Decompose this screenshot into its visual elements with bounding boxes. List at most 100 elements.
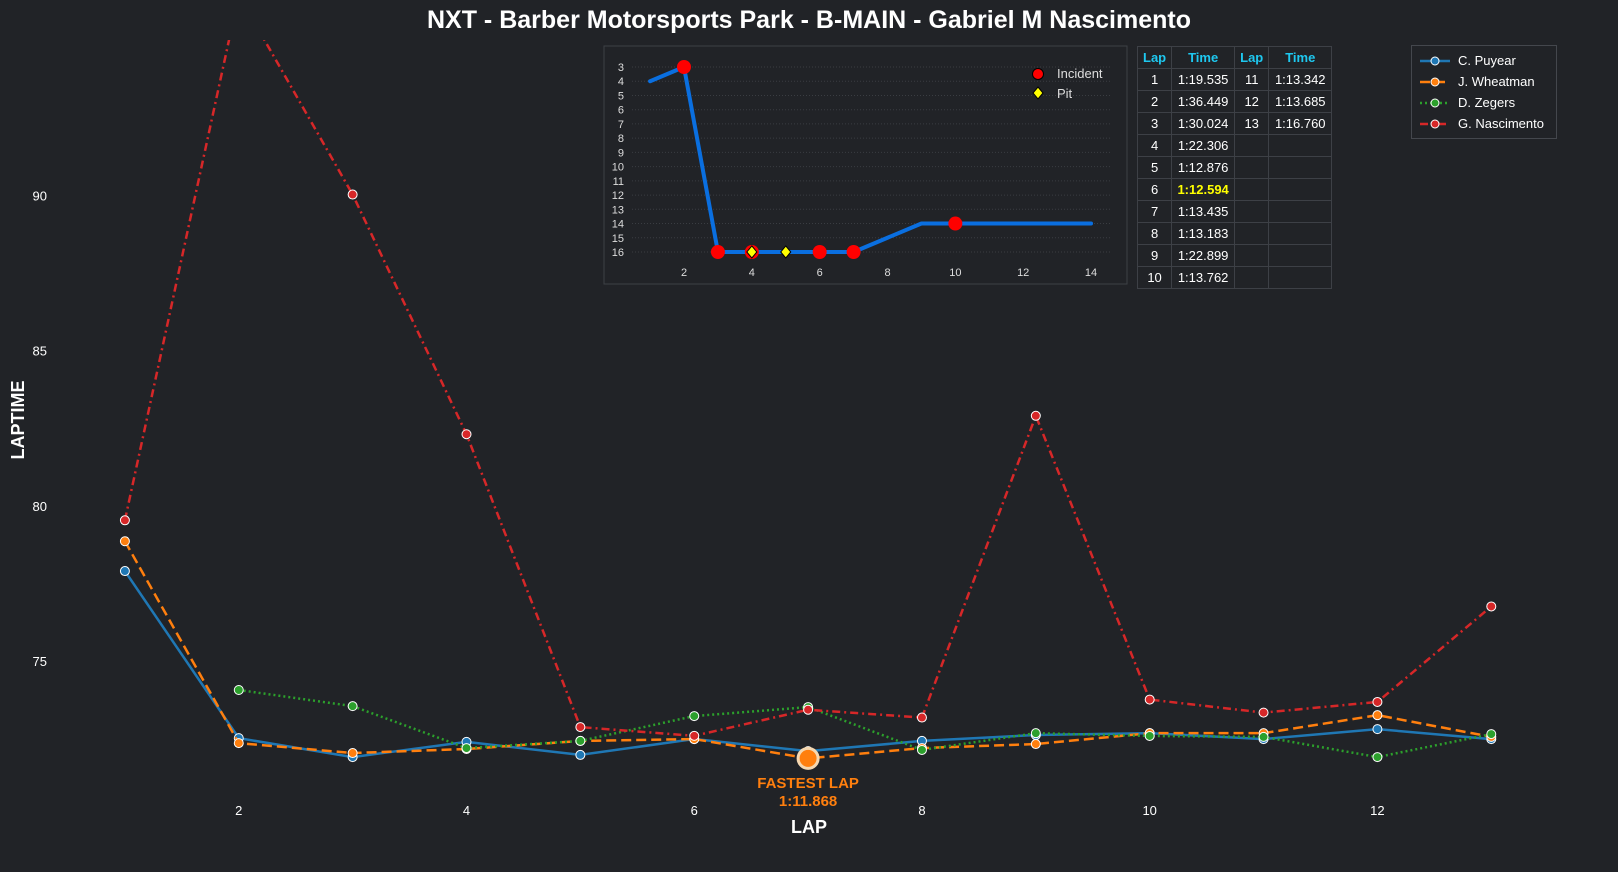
table-cell [1234,244,1270,267]
x-tick-label: 4 [463,803,470,818]
data-point [1372,724,1383,735]
table-cell [1268,244,1333,267]
data-point [233,738,244,749]
data-point [916,712,927,723]
inset-y-tick: 8 [618,133,624,145]
data-point [1486,729,1497,740]
table-cell [1234,178,1270,201]
table-header-cell: Lap [1234,46,1270,69]
chart-legend: C. Puyear J. Wheatman D. Zegers G. Nascimen… [1411,45,1557,139]
incident-marker [677,60,691,74]
inset-y-tick: 3 [618,62,624,74]
inset-x-tick: 2 [681,267,687,279]
data-point [1372,696,1383,707]
inset-y-tick: 10 [612,162,624,174]
table-cell [1268,134,1333,157]
table-row: 7 1:13.435 [1136,200,1333,223]
inset-y-tick: 16 [612,247,624,259]
incident-marker [948,216,963,231]
x-axis-label: LAP [791,817,827,837]
inset-x-tick: 4 [749,267,755,279]
legend-item: J. Wheatman [1412,71,1556,92]
table-cell: 8 [1136,222,1173,245]
table-cell: 1:12.876 [1171,156,1236,179]
legend-label: C. Puyear [1458,53,1516,68]
table-cell [1234,222,1270,245]
pit-marker [746,245,758,259]
table-row: 1 1:19.535 11 1:13.342 [1136,68,1333,91]
legend-label: G. Nascimento [1458,116,1544,131]
inset-y-tick: 7 [618,119,624,131]
table-cell [1268,266,1333,289]
data-point [1486,601,1497,612]
table-cell: 1:22.899 [1171,244,1236,267]
table-row: 2 1:36.449 12 1:13.685 [1136,90,1333,113]
table-cell: 1:13.183 [1171,222,1236,245]
table-cell: 3 [1136,112,1173,135]
table-cell: 1 [1136,68,1173,91]
table-cell [1234,134,1270,157]
table-cell: 1:13.685 [1268,90,1333,113]
data-point [461,743,472,754]
data-point [347,748,358,759]
data-point [461,429,472,440]
table-cell: 10 [1136,266,1173,289]
pit-legend-icon [1032,86,1044,100]
table-cell [1268,156,1333,179]
table-cell: 7 [1136,200,1173,223]
data-point [916,744,927,755]
y-tick-label: 75 [33,654,47,669]
lap-times-table: Lap Time Lap Time 1 1:19.535 11 1:13.342 2 1:36.4… [1136,46,1333,289]
inset-x-tick: 10 [949,267,961,279]
chart-title: NXT - Barber Motorsports Park - B-MAIN -… [427,6,1191,34]
table-cell: 1:22.306 [1171,134,1236,157]
fastest-lap-value: 1:11.868 [779,793,837,810]
data-point [575,749,586,760]
legend-line-icon [1420,98,1450,107]
table-cell: 1:36.449 [1171,90,1236,113]
inset-y-tick: 6 [618,105,624,117]
series-group [119,40,1497,764]
table-row: 6 1:12.594 [1136,178,1333,201]
inset-y-tick: 9 [618,147,624,159]
inset-y-tick: 4 [618,76,624,88]
legend-line-icon [1420,77,1450,86]
table-cell: 1:19.535 [1171,68,1236,91]
data-point [575,735,586,746]
y-axis-label: LAPTIME [8,381,28,460]
data-point [119,536,130,547]
data-point [233,685,244,695]
inset-y-tick: 11 [613,176,624,188]
legend-line-icon [1420,119,1450,128]
data-point [347,701,358,712]
table-cell [1268,200,1333,223]
table-cell: 9 [1136,244,1173,267]
table-row: 3 1:30.024 13 1:16.760 [1136,112,1333,135]
table-cell: 1:12.594 [1171,178,1236,201]
x-tick-label: 12 [1370,803,1384,818]
table-cell [1234,156,1270,179]
data-point [1144,730,1155,741]
data-point [575,722,586,733]
y-tick-label: 90 [33,188,47,203]
legend-label: D. Zegers [1458,95,1516,110]
table-cell: 13 [1234,112,1270,135]
data-point [689,730,700,741]
table-cell: 1:30.024 [1171,112,1236,135]
pit-marker [780,245,792,259]
table-cell: 2 [1136,90,1173,113]
table-row: 10 1:13.762 [1136,266,1333,289]
position-inset-frame [603,45,1128,285]
table-row: 5 1:12.876 [1136,156,1333,179]
pit-legend-label: Pit [1057,86,1073,101]
data-point [1258,731,1269,742]
table-row: 9 1:22.899 [1136,244,1333,267]
table-cell: 12 [1234,90,1270,113]
table-cell: 1:16.760 [1268,112,1333,135]
table-cell: 11 [1234,68,1270,91]
table-cell: 1:13.435 [1171,200,1236,223]
table-cell: 1:13.762 [1171,266,1236,289]
table-cell: 1:13.342 [1268,68,1333,91]
data-point [1030,728,1041,739]
x-tick-label: 6 [691,803,698,818]
